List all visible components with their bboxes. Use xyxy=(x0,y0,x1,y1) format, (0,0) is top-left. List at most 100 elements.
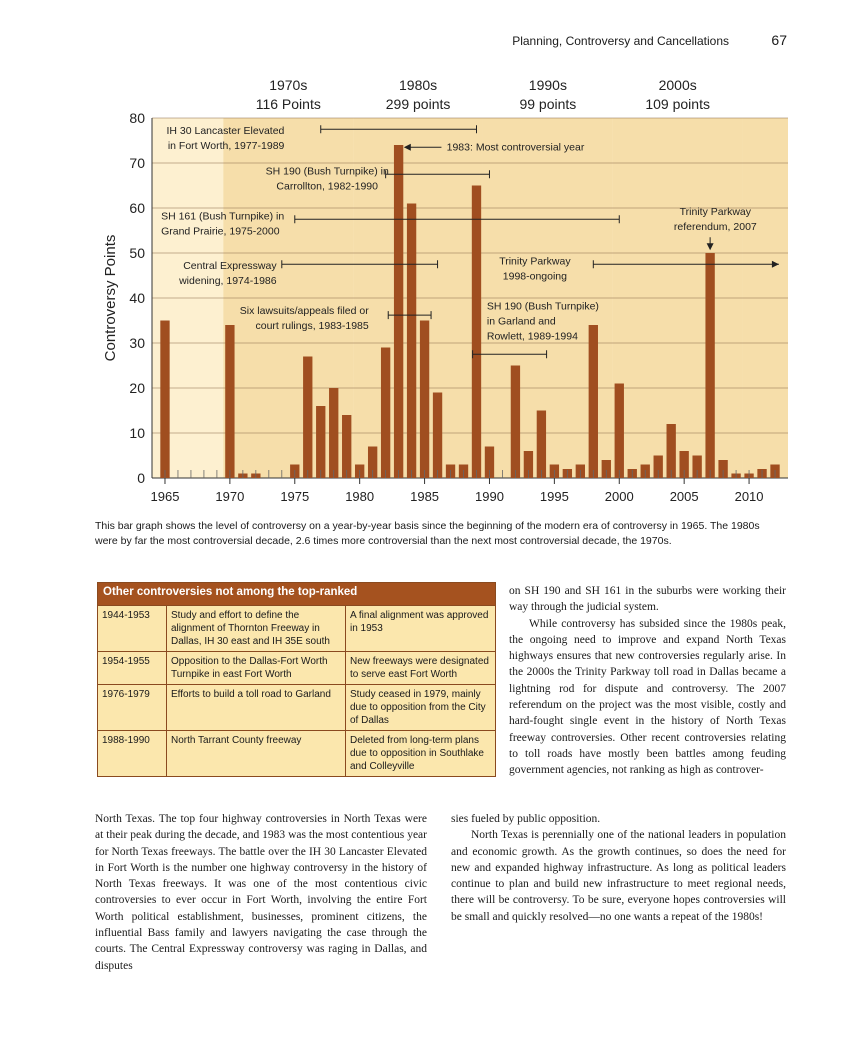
annotation-label: Central Expressway xyxy=(183,260,277,272)
x-tick-label: 1985 xyxy=(410,489,439,504)
annotation-label: in Garland and xyxy=(487,315,556,327)
decade-label: 1980s xyxy=(399,77,437,93)
bar xyxy=(316,406,326,478)
annotation-label: in Fort Worth, 1977-1989 xyxy=(168,140,285,152)
y-tick-label: 40 xyxy=(129,290,145,306)
bar xyxy=(471,185,482,478)
running-header-title: Planning, Controversy and Cancellations xyxy=(512,34,729,48)
paragraph: sies fueled by public opposition. xyxy=(451,813,601,825)
bar xyxy=(329,388,339,478)
chart-caption: This bar graph shows the level of contro… xyxy=(95,520,760,547)
y-tick-label: 70 xyxy=(129,155,145,171)
x-tick-label: 1990 xyxy=(475,489,504,504)
bar xyxy=(393,145,404,478)
table-cell-years: 1976-1979 xyxy=(98,685,167,730)
annotation-label: SH 190 (Bush Turnpike) in xyxy=(266,165,389,177)
annotation-arrowhead xyxy=(403,143,411,151)
bar xyxy=(653,455,663,478)
annotation-label: 1998-ongoing xyxy=(503,270,567,282)
y-tick-label: 0 xyxy=(137,470,145,486)
paragraph: North Texas is perennially one of the na… xyxy=(451,829,786,923)
bar xyxy=(160,320,170,478)
annotation-label: 1983: Most controversial year xyxy=(447,141,585,153)
decade-points-label: 299 points xyxy=(386,96,451,112)
bar xyxy=(705,253,715,478)
controversy-bar-chart: 0 10 20 30 40 50 60 70 80 Controversy Points 1970s… xyxy=(102,77,788,504)
decade-label: 1970s xyxy=(269,77,307,93)
table-cell-outcome: New freeways were designated to serve ea… xyxy=(350,656,489,680)
decade-label: 2000s xyxy=(659,77,697,93)
bar xyxy=(380,347,391,478)
annotation-label: referendum, 2007 xyxy=(674,221,757,233)
paragraph: North Texas. The top four highway contro… xyxy=(95,813,427,972)
bar xyxy=(692,455,702,478)
bar xyxy=(367,446,378,478)
y-tick-label: 60 xyxy=(129,200,145,216)
bar xyxy=(419,320,430,478)
bar xyxy=(225,325,235,478)
annotation-label: SH 190 (Bush Turnpike) xyxy=(487,300,599,312)
x-tick-label: 2005 xyxy=(670,489,699,504)
table-row: 1954-1955 Opposition to the Dallas-Fort … xyxy=(98,651,495,684)
x-tick-label: 1980 xyxy=(345,489,374,504)
bar xyxy=(718,460,728,478)
body-text-middle-column: sies fueled by public opposition. North … xyxy=(451,811,786,925)
table-cell-outcome: A final alignment was approved in 1953 xyxy=(350,610,489,634)
other-controversies-table: Other controversies not among the top-ra… xyxy=(97,582,496,777)
y-axis-label: Controversy Points xyxy=(102,235,119,362)
annotation-label: Carrollton, 1982-1990 xyxy=(276,180,378,192)
table-cell-outcome: Deleted from long-term plans due to oppo… xyxy=(350,735,484,772)
bar xyxy=(510,365,521,478)
decade-label: 1990s xyxy=(529,77,567,93)
body-text-left-column: North Texas. The top four highway contro… xyxy=(95,811,427,974)
table-row: 1976-1979 Efforts to build a toll road t… xyxy=(98,684,495,730)
annotation-label: Trinity Parkway xyxy=(680,206,752,218)
decade-points-label: 116 Points xyxy=(256,96,321,112)
annotation-label: court rulings, 1983-1985 xyxy=(256,320,369,332)
annotation-arrowhead xyxy=(706,243,714,251)
table-cell-description: North Tarrant County freeway xyxy=(167,731,346,776)
y-tick-label: 20 xyxy=(129,380,145,396)
bar xyxy=(536,410,547,478)
decade-points-label: 99 points xyxy=(519,96,576,112)
table-cell-years: 1988-1990 xyxy=(98,731,167,776)
bar xyxy=(614,383,624,478)
bar xyxy=(432,392,443,478)
bar xyxy=(484,446,495,478)
x-tick-label: 2010 xyxy=(735,489,764,504)
y-tick-label: 30 xyxy=(129,335,145,351)
annotation-arrowhead xyxy=(771,260,779,268)
y-tick-label: 50 xyxy=(129,245,145,261)
table-row: 1944-1953 Study and effort to define the… xyxy=(98,605,495,651)
table-row: 1988-1990 North Tarrant County freeway D… xyxy=(98,730,495,776)
annotation-label: Grand Prairie, 1975-2000 xyxy=(161,225,280,237)
annotation-label: Trinity Parkway xyxy=(499,255,571,267)
y-tick-label: 80 xyxy=(129,110,145,126)
page-number: 67 xyxy=(771,32,787,48)
table-cell-outcome: Study ceased in 1979, mainly due to oppo… xyxy=(350,689,486,726)
annotation-label: Six lawsuits/appeals filed or xyxy=(240,305,369,317)
bar xyxy=(679,451,689,478)
table-cell-description: Opposition to the Dallas-Fort Worth Turn… xyxy=(167,652,346,684)
paragraph: on SH 190 and SH 161 in the suburbs were… xyxy=(509,585,786,614)
bar xyxy=(666,424,676,478)
table-cell-years: 1944-1953 xyxy=(98,606,167,651)
x-tick-label: 2000 xyxy=(605,489,634,504)
annotation-label: widening, 1974-1986 xyxy=(178,275,277,287)
running-header: Planning, Controversy and Cancellations … xyxy=(0,32,845,52)
bar xyxy=(601,460,611,478)
body-text-right-column: on SH 190 and SH 161 in the suburbs were… xyxy=(509,583,786,779)
bar xyxy=(523,451,534,478)
table-title: Other controversies not among the top-ra… xyxy=(98,583,495,605)
x-tick-label: 1970 xyxy=(215,489,244,504)
bar xyxy=(588,325,598,478)
decade-points-label: 109 points xyxy=(645,96,710,112)
annotation-label: SH 161 (Bush Turnpike) in xyxy=(161,210,284,222)
bar xyxy=(406,203,417,478)
annotation-label: Rowlett, 1989-1994 xyxy=(487,330,578,342)
paragraph: While controversy has subsided since the… xyxy=(509,617,786,777)
x-tick-label: 1995 xyxy=(540,489,569,504)
x-tick-label: 1965 xyxy=(151,489,180,504)
bar xyxy=(303,356,313,478)
annotation-label: IH 30 Lancaster Elevated xyxy=(166,125,284,137)
